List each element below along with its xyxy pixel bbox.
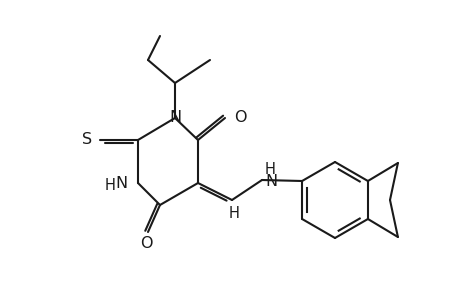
Text: H: H xyxy=(228,206,239,220)
Text: S: S xyxy=(82,133,92,148)
Text: H: H xyxy=(105,178,116,193)
Text: N: N xyxy=(116,176,128,190)
Text: N: N xyxy=(168,110,181,125)
Text: H: H xyxy=(264,161,275,176)
Text: O: O xyxy=(234,110,246,124)
Text: N: N xyxy=(264,173,276,188)
Text: O: O xyxy=(140,236,152,250)
